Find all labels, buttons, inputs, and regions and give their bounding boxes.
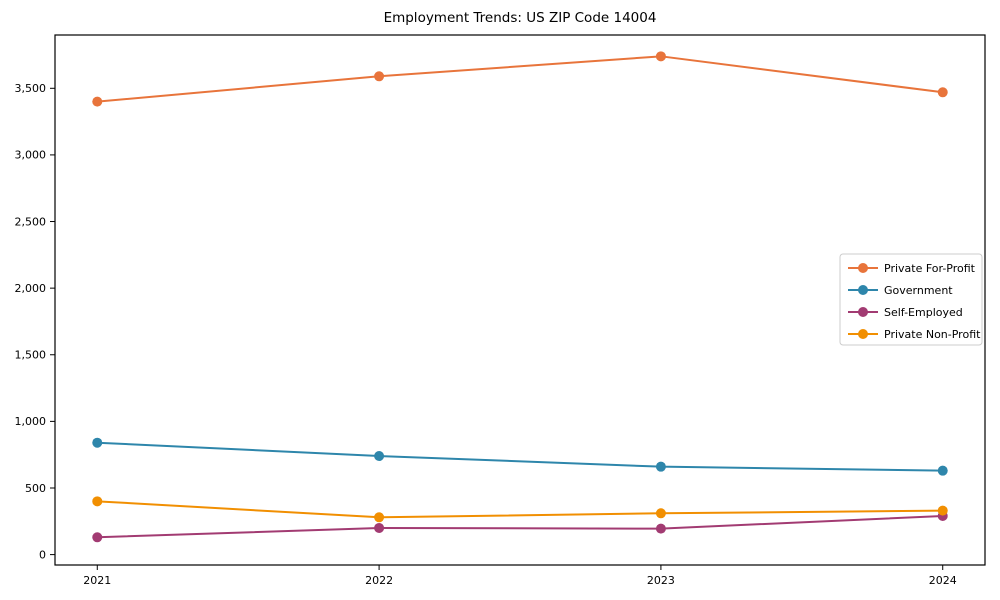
legend-label: Private Non-Profit bbox=[884, 328, 981, 341]
y-tick-label: 1,000 bbox=[15, 415, 47, 428]
data-point-marker bbox=[374, 451, 385, 462]
y-tick-label: 1,500 bbox=[15, 349, 47, 362]
x-tick-label: 2023 bbox=[647, 574, 675, 587]
x-tick-label: 2024 bbox=[929, 574, 957, 587]
data-point-marker bbox=[937, 505, 948, 516]
legend-sample-marker bbox=[858, 307, 868, 317]
x-tick-label: 2021 bbox=[83, 574, 111, 587]
data-point-marker bbox=[92, 532, 103, 543]
data-point-marker bbox=[92, 437, 103, 448]
data-point-marker bbox=[374, 522, 385, 533]
y-tick-label: 500 bbox=[25, 482, 46, 495]
data-point-marker bbox=[92, 96, 103, 107]
legend-sample-marker bbox=[858, 263, 868, 273]
legend-label: Government bbox=[884, 284, 953, 297]
legend-label: Private For-Profit bbox=[884, 262, 976, 275]
data-point-marker bbox=[374, 512, 385, 523]
series-line-private-non-profit bbox=[97, 500, 943, 519]
legend-label: Self-Employed bbox=[884, 306, 963, 319]
data-point-marker bbox=[937, 87, 948, 98]
legend-sample-marker bbox=[858, 329, 868, 339]
data-point-marker bbox=[655, 508, 666, 519]
series-line-self-employed bbox=[97, 514, 943, 539]
series-line-private-for-profit bbox=[97, 55, 943, 103]
y-tick-label: 2,500 bbox=[15, 215, 47, 228]
data-point-marker bbox=[937, 465, 948, 476]
plot-area bbox=[55, 35, 985, 565]
data-point-marker bbox=[655, 461, 666, 472]
chart-title: Employment Trends: US ZIP Code 14004 bbox=[384, 10, 657, 26]
y-tick-label: 0 bbox=[39, 548, 46, 561]
y-tick-label: 3,000 bbox=[15, 149, 47, 162]
x-tick-label: 2022 bbox=[365, 574, 393, 587]
y-tick-label: 2,000 bbox=[15, 282, 47, 295]
data-point-marker bbox=[92, 496, 103, 507]
legend-sample-marker bbox=[858, 285, 868, 295]
axes-spines bbox=[54, 34, 986, 566]
data-point-marker bbox=[655, 51, 666, 62]
series-line-government bbox=[97, 441, 943, 472]
data-point-marker bbox=[374, 71, 385, 82]
legend-box bbox=[839, 253, 983, 346]
data-point-marker bbox=[655, 523, 666, 534]
y-tick-label: 3,500 bbox=[15, 82, 47, 95]
